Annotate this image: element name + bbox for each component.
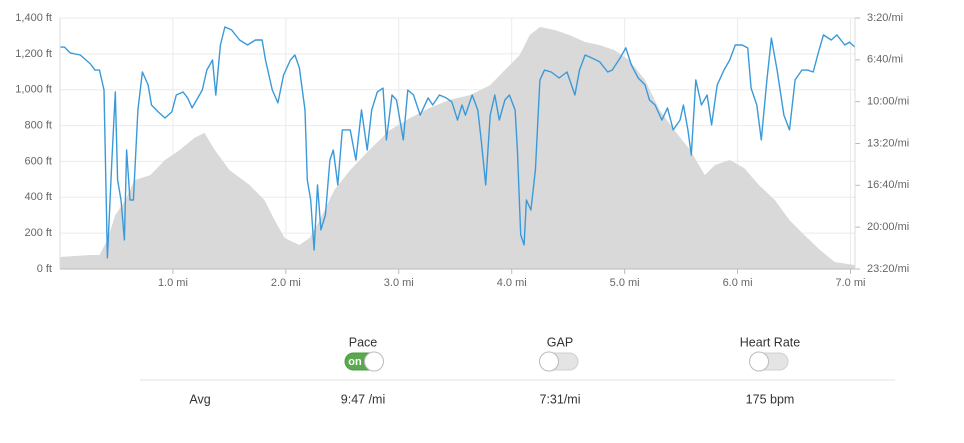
toggle-knob (364, 351, 384, 372)
toggle-knob (749, 351, 769, 372)
toggle[interactable] (539, 351, 579, 372)
y2-tick-label: 3:20/mi (867, 12, 903, 24)
toggle-label: Heart Rate (740, 335, 800, 349)
toggle-label: Pace (349, 335, 378, 349)
toggle-label: GAP (547, 335, 573, 349)
y2-tick-label: 16:40/mi (867, 179, 909, 191)
summary-label: Avg (189, 392, 210, 406)
y-tick-label: 1,000 ft (15, 84, 52, 96)
x-tick-label: 2.0 mi (271, 277, 301, 289)
x-tick-label: 1.0 mi (158, 277, 188, 289)
y2-tick-label: 23:20/mi (867, 263, 909, 275)
x-tick-label: 3.0 mi (384, 277, 414, 289)
y-tick-label: 1,200 ft (15, 48, 52, 60)
x-tick-label: 7.0 mi (835, 277, 865, 289)
toggle-state: on (348, 356, 362, 368)
summary-value: 175 bpm (746, 392, 795, 406)
x-tick-label: 5.0 mi (610, 277, 640, 289)
y-tick-label: 400 ft (24, 191, 52, 203)
elevation-area (60, 27, 855, 269)
y-tick-label: 200 ft (24, 227, 52, 239)
y-tick-label: 600 ft (24, 155, 52, 167)
pace-line (60, 26, 856, 259)
y2-tick-label: 20:00/mi (867, 221, 909, 233)
toggle[interactable]: on (344, 351, 384, 372)
summary-value: 9:47 /mi (341, 392, 385, 406)
toggle[interactable] (749, 351, 789, 372)
y-tick-label: 1,400 ft (15, 12, 52, 24)
summary-value: 7:31/mi (540, 392, 581, 406)
x-tick-label: 4.0 mi (497, 277, 527, 289)
y-tick-label: 0 ft (37, 263, 52, 275)
y2-tick-label: 6:40/mi (867, 54, 903, 66)
toggle-knob (539, 351, 559, 372)
y2-tick-label: 10:00/mi (867, 96, 909, 108)
x-tick-label: 6.0 mi (723, 277, 753, 289)
y-tick-label: 800 ft (24, 119, 52, 131)
y2-tick-label: 13:20/mi (867, 137, 909, 149)
